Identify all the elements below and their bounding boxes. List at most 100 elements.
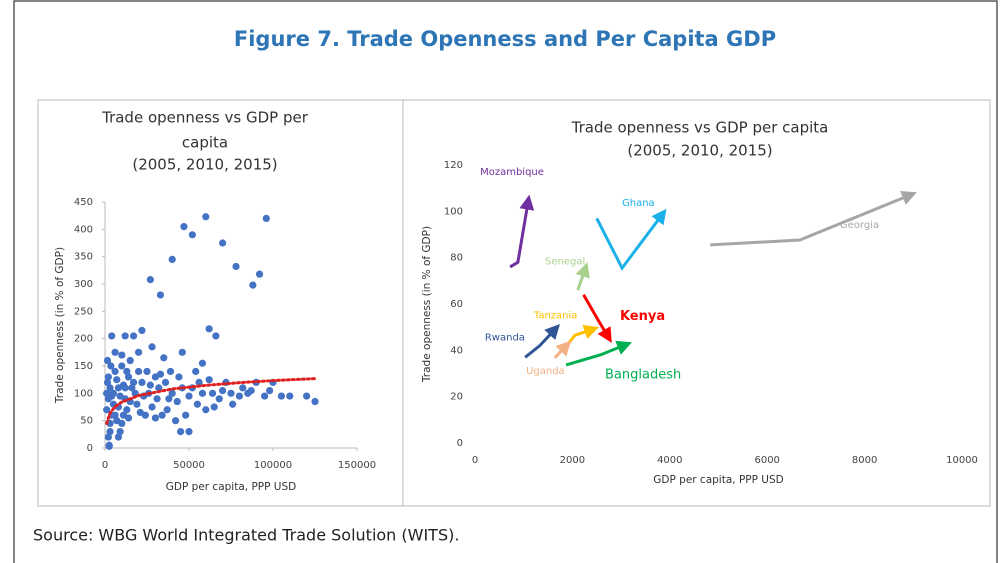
scatter-point bbox=[138, 378, 146, 386]
scatter-point bbox=[116, 428, 124, 436]
y-tick-label: 80 bbox=[450, 253, 463, 264]
scatter-point bbox=[249, 281, 257, 289]
scatter-point bbox=[148, 403, 156, 411]
y-tick-label: 120 bbox=[444, 160, 463, 171]
scatter-point bbox=[106, 428, 114, 436]
y-tick-label: 50 bbox=[80, 416, 93, 427]
country-arrow bbox=[553, 340, 572, 359]
scatter-point bbox=[138, 326, 146, 335]
scatter-point bbox=[103, 378, 112, 386]
scatter-point bbox=[177, 428, 185, 436]
scatter-point bbox=[262, 214, 270, 222]
scatter-point bbox=[103, 406, 111, 414]
y-tick-label: 450 bbox=[74, 197, 93, 208]
scatter-point bbox=[105, 442, 113, 450]
scatter-point bbox=[205, 376, 213, 384]
scatter-point bbox=[215, 395, 223, 403]
scatter-point bbox=[208, 389, 217, 397]
y-tick-label: 60 bbox=[450, 299, 463, 310]
scatter-point bbox=[118, 419, 126, 427]
scatter-point bbox=[158, 411, 166, 419]
scatter-point bbox=[135, 367, 143, 376]
scatter-point bbox=[185, 428, 193, 436]
scatter-point bbox=[113, 376, 121, 384]
scatter-point bbox=[178, 348, 186, 356]
scatter-point bbox=[173, 397, 181, 406]
scatter-point bbox=[123, 367, 131, 376]
scatter-point bbox=[128, 384, 136, 392]
scatter-point bbox=[121, 332, 129, 340]
chart-title: (2005, 2010, 2015) bbox=[627, 142, 772, 160]
scatter-point bbox=[151, 414, 159, 422]
x-axis-label: GDP per capita, PPP USD bbox=[166, 481, 296, 493]
x-tick-label: 4000 bbox=[657, 455, 682, 466]
x-tick-label: 6000 bbox=[754, 455, 779, 466]
outer-frame bbox=[13, 0, 998, 563]
scatter-point bbox=[180, 223, 188, 231]
x-tick-label: 50000 bbox=[173, 460, 205, 471]
country-arrow bbox=[509, 194, 535, 269]
scatter-point bbox=[133, 400, 141, 408]
country-arrow bbox=[575, 262, 590, 291]
scatter-point bbox=[156, 291, 165, 299]
scatter-point bbox=[182, 411, 190, 419]
x-tick-label: 0 bbox=[102, 460, 108, 471]
scatter-point bbox=[160, 354, 168, 362]
series-label: Tanzania bbox=[533, 310, 578, 321]
scatter-point bbox=[111, 367, 119, 376]
scatter-point bbox=[146, 381, 154, 389]
scatter-point bbox=[192, 367, 200, 376]
scatter-point bbox=[108, 332, 116, 340]
country-arrow bbox=[595, 208, 667, 271]
y-tick-label: 40 bbox=[450, 345, 463, 356]
y-tick-label: 100 bbox=[444, 206, 463, 217]
scatter-point bbox=[108, 392, 116, 400]
scatter-point bbox=[111, 411, 119, 419]
y-axis-label: Trade openness (in % of GDP) bbox=[421, 226, 433, 383]
country-arrow bbox=[710, 191, 917, 247]
scatter-point bbox=[129, 378, 138, 386]
scatter-point bbox=[205, 325, 213, 333]
scatter-point bbox=[219, 239, 227, 247]
scatter-point bbox=[155, 384, 163, 392]
scatter-point bbox=[163, 406, 171, 414]
scatter-point bbox=[202, 406, 210, 414]
scatter-point bbox=[277, 392, 285, 400]
scatter-point bbox=[118, 362, 126, 370]
series-label: Rwanda bbox=[485, 332, 525, 343]
scatter-point bbox=[232, 262, 240, 271]
series-label: Ghana bbox=[622, 198, 655, 209]
source: Source: WBG World Integrated Trade Solut… bbox=[33, 526, 459, 545]
x-tick-label: 8000 bbox=[852, 455, 877, 466]
scatter-point bbox=[124, 414, 133, 422]
x-tick-label: 10000 bbox=[946, 455, 978, 466]
chart-title: Trade openness vs GDP per capita bbox=[571, 119, 829, 137]
scatter-point bbox=[175, 373, 183, 381]
scatter-point bbox=[188, 231, 196, 239]
scatter-point bbox=[219, 387, 227, 395]
scatter-point bbox=[143, 367, 151, 376]
scatter-point bbox=[286, 392, 294, 400]
series-label: Uganda bbox=[526, 366, 565, 377]
y-tick-label: 300 bbox=[74, 279, 93, 290]
scatter-point bbox=[126, 356, 134, 365]
series-label: Bangladesh bbox=[605, 368, 681, 383]
scatter-point bbox=[148, 343, 156, 351]
y-tick-label: 250 bbox=[74, 306, 93, 317]
scatter-point bbox=[161, 378, 170, 386]
scatter-point bbox=[141, 411, 149, 419]
scatter-point bbox=[153, 395, 161, 403]
scatter-point bbox=[116, 392, 124, 400]
series-label: Mozambique bbox=[480, 167, 544, 178]
chart-title: (2005, 2010, 2015) bbox=[132, 156, 277, 174]
scatter-point bbox=[193, 400, 201, 408]
scatter-point bbox=[303, 392, 311, 400]
y-tick-label: 100 bbox=[74, 388, 93, 399]
inner-frame bbox=[37, 99, 991, 507]
chart-title: Trade openness vs GDP per bbox=[101, 109, 309, 127]
scatter-point bbox=[255, 270, 264, 278]
trendline bbox=[105, 377, 317, 425]
scatter-point bbox=[168, 389, 176, 397]
y-tick-label: 200 bbox=[74, 334, 93, 345]
scatter-point bbox=[124, 373, 133, 381]
